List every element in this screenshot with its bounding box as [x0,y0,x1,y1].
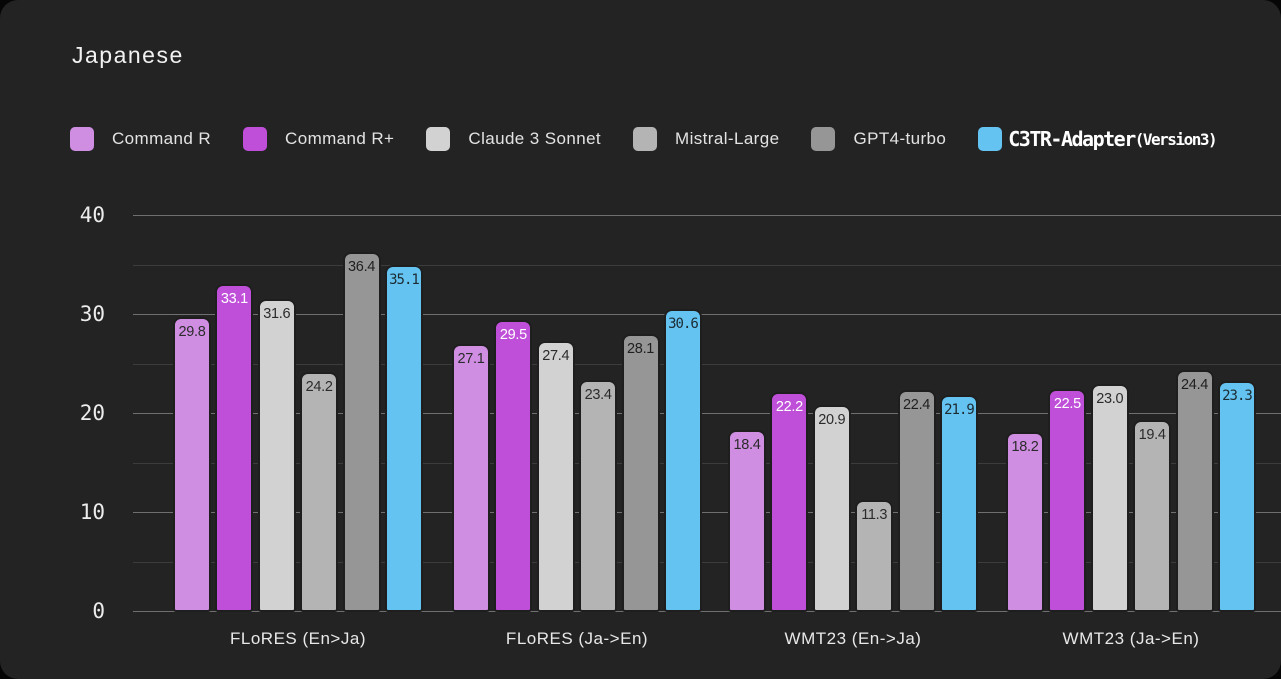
bar-value-label: 24.2 [305,379,333,396]
plot-area: 29.8 33.1 31.6 24.2 36.4 35.1 27.1 29.5 27.4 23.4… [133,215,1281,612]
bar-gpt4-turbo-flores-ja-en: 28.1 [621,333,660,612]
legend-label-claude-3-sonnet: Claude 3 Sonnet [468,129,602,148]
bar-c3tr-adapter-version3-flores-ja-en: 30.6 [663,309,702,612]
legend-swatch-gpt4-turbo [811,127,836,151]
bar-c3tr-adapter-version3-wmt23-ja-en: 23.3 [1217,381,1256,612]
bar-claude-3-sonnet-wmt23-ja-en: 23.0 [1090,384,1129,612]
legend-swatch-mistral-large [633,127,658,151]
bar-group-wmt23-ja-en: 18.2 22.5 23.0 19.4 24.4 23.3 [1006,216,1256,612]
legend-label-command-r: Command R+ [285,129,395,148]
bar-value-label: 27.1 [457,350,485,367]
bar-mistral-large-flores-ja-en: 23.4 [579,380,618,612]
legend-label-mistral-large: Mistral-Large [675,129,780,148]
legend-swatch-claude-3-sonnet [426,127,451,151]
bar-value-label: 11.3 [861,507,888,524]
bar-gpt4-turbo-flores-en-ja: 36.4 [342,251,381,612]
bar-value-label: 30.6 [668,316,699,333]
bar-value-label: 22.2 [775,399,803,416]
bar-value-label: 21.9 [944,402,975,419]
bar-claude-3-sonnet-flores-en-ja: 31.6 [257,299,296,612]
y-axis-tick-10: 10 [79,500,105,524]
bar-value-label: 23.4 [584,387,612,404]
bar-gpt4-turbo-wmt23-en-ja: 22.4 [897,390,936,612]
bar-value-label: 18.4 [733,436,761,453]
bar-mistral-large-wmt23-ja-en: 19.4 [1133,419,1172,612]
bar-command-r-flores-en-ja: 29.8 [173,316,211,612]
gridline-minor-25 [133,363,1281,365]
legend-suffix-version3: (Version3) [1134,129,1218,149]
bar-value-label: 20.9 [818,412,846,429]
bar-value-label: 23.0 [1096,391,1124,408]
bar-gpt4-turbo-wmt23-ja-en: 24.4 [1175,370,1214,612]
gridline-major-0 [133,611,1281,612]
bar-command-r-flores-en-ja: 33.1 [215,284,254,612]
bar-claude-3-sonnet-flores-ja-en: 27.4 [536,340,575,612]
legend-item-command-r[interactable]: Command R+ [243,127,394,151]
bar-claude-3-sonnet-wmt23-en-ja: 20.9 [812,405,851,612]
y-axis-tick-0: 0 [92,599,105,623]
gridline-major-30 [133,314,1281,315]
legend-swatch-command-r [243,127,268,151]
bar-value-label: 36.4 [348,258,376,275]
bar-value-label: 31.6 [263,306,291,323]
legend-label-gpt4-turbo: GPT4-turbo [853,129,947,148]
bar-value-label: 22.5 [1053,396,1081,413]
x-axis-label-wmt23-ja-en: WMT23 (Ja->En) [1062,629,1200,648]
bar-command-r-flores-ja-en: 29.5 [494,319,533,612]
legend-item-mistral-large[interactable]: Mistral-Large [633,127,779,151]
bar-value-label: 29.5 [499,326,527,343]
gridline-major-20 [133,413,1281,414]
legend-item-c3tr-adapter[interactable]: C3TR-Adapter (Version3) [978,127,1218,151]
y-axis-tick-40: 40 [79,203,105,227]
bar-group-flores-ja-en: 27.1 29.5 27.4 23.4 28.1 30.6 [452,216,702,612]
chart-title: Japanese [72,42,184,68]
legend-swatch-command-r [70,127,94,151]
bar-value-label: 35.1 [389,271,420,288]
legend-item-gpt4-turbo[interactable]: GPT4-turbo [811,127,946,151]
bar-mistral-large-flores-en-ja: 24.2 [300,372,339,612]
x-axis-label-flores-ja-en: FLoRES (Ja->En) [505,629,649,648]
legend-label-command-r: Command R [112,129,212,148]
bar-command-r-wmt23-ja-en: 22.5 [1048,389,1087,612]
bar-c3tr-adapter-version3-flores-en-ja: 35.1 [384,264,423,612]
legend-item-command-r[interactable]: Command R [70,127,211,151]
bar-value-label: 33.1 [220,291,248,308]
chart-legend: Command R Command R+ Claude 3 Sonnet Mistra… [70,127,1218,151]
gridline-minor-15 [133,462,1281,464]
bar-value-label: 29.8 [178,323,206,340]
y-axis-tick-20: 20 [79,401,105,425]
y-axis-tick-30: 30 [79,302,105,326]
gridline-major-40 [133,215,1281,216]
bar-value-label: 19.4 [1138,426,1166,443]
bar-value-label: 24.4 [1181,377,1209,394]
bar-value-label: 22.4 [903,397,931,414]
bar-c3tr-adapter-version3-wmt23-en-ja: 21.9 [939,395,978,612]
bar-command-r-wmt23-en-ja: 18.4 [728,429,766,612]
bar-command-r-wmt23-ja-en: 18.2 [1006,431,1044,612]
legend-item-claude-3-sonnet[interactable]: Claude 3 Sonnet [426,127,601,151]
bar-mistral-large-wmt23-en-ja: 11.3 [855,500,894,612]
legend-label-c3tr-adapter: C3TR-Adapter [1008,127,1136,151]
x-axis-label-wmt23-en-ja: WMT23 (En->Ja) [784,629,922,648]
bar-command-r-wmt23-en-ja: 22.2 [770,392,809,612]
gridline-minor-35 [133,264,1281,266]
bar-group-wmt23-en-ja: 18.4 22.2 20.9 11.3 22.4 21.9 [728,216,978,612]
bar-command-r-flores-ja-en: 27.1 [452,343,490,612]
legend-swatch-c3tr-adapter [978,127,1003,151]
bar-value-label: 27.4 [542,347,570,364]
bar-value-label: 18.2 [1011,438,1039,455]
gridline-minor-5 [133,561,1281,563]
gridline-major-10 [133,512,1281,513]
x-axis-label-flores-en-ja: FLoRES (En>Ja) [230,629,366,648]
bar-group-flores-en-ja: 29.8 33.1 31.6 24.2 36.4 35.1 [173,216,423,612]
bar-value-label: 28.1 [627,340,655,357]
bar-value-label: 23.3 [1222,388,1253,405]
